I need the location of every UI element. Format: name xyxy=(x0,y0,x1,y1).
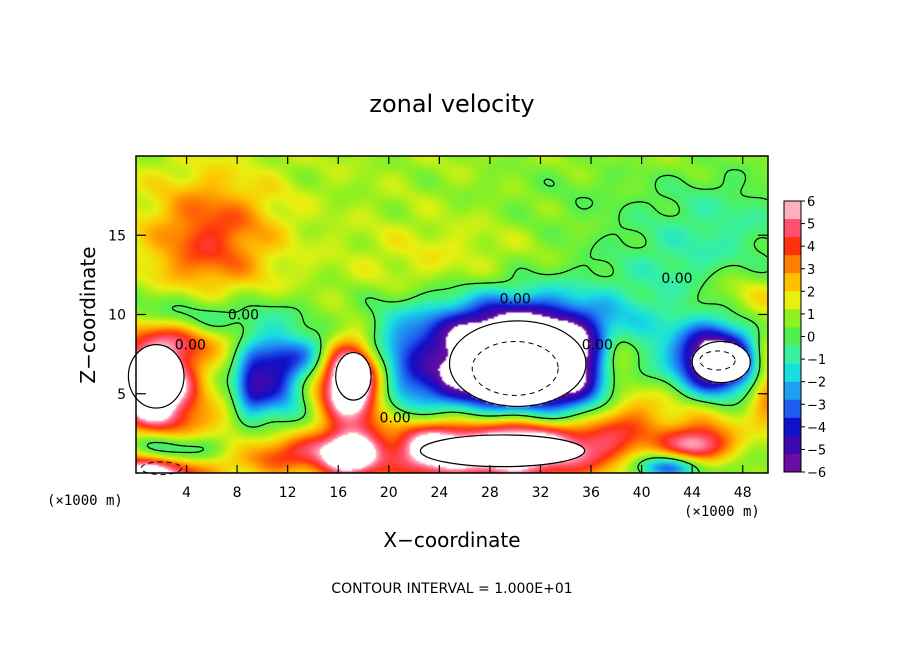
colorbar-tick-label: −6 xyxy=(807,466,826,481)
x-axis-label: X−coordinate xyxy=(383,528,520,552)
colorbar-swatch xyxy=(784,291,801,310)
x-unit-label-left: (×1000 m) xyxy=(47,493,123,509)
saturated-contour xyxy=(335,351,372,401)
x-tick-label: 36 xyxy=(582,485,600,501)
colorbar-swatch xyxy=(784,381,801,401)
saturated-contour xyxy=(448,320,587,408)
colorbar-swatch xyxy=(784,453,801,473)
zero-contour xyxy=(146,169,768,473)
contour-interval-note: CONTOUR INTERVAL = 1.000E+01 xyxy=(331,581,572,597)
x-tick-label: 32 xyxy=(532,485,550,501)
colorbar-tick-label: 5 xyxy=(807,218,815,233)
contour-label: 0.00 xyxy=(500,291,531,307)
y-tick-label: 15 xyxy=(108,228,126,244)
colorbar-tick-label: −2 xyxy=(807,376,826,391)
colorbar-swatch xyxy=(784,237,801,256)
y-axis-label: Z−coordinate xyxy=(76,246,100,383)
x-tick-label: 24 xyxy=(430,485,448,501)
colorbar-swatch xyxy=(784,435,801,455)
saturated-contour xyxy=(127,344,185,409)
colorbar-tick-label: 2 xyxy=(807,285,815,300)
colorbar-swatch xyxy=(784,363,801,383)
colorbar-tick-label: −5 xyxy=(807,443,826,458)
colorbar-swatch xyxy=(784,219,801,238)
contour-labels: 0.00 0.00 0.00 0.00 0.00 0.00 xyxy=(175,271,693,426)
colorbar-tick-label: 0 xyxy=(807,331,815,346)
colorbar-swatch xyxy=(784,273,801,292)
x-tick-label: 20 xyxy=(380,485,398,501)
y-axis-ticks: 5 10 15 xyxy=(108,228,768,403)
colorbar-swatch xyxy=(784,399,801,419)
x-axis-ticks: 4 8 12 16 20 24 28 32 36 40 44 48 xyxy=(182,156,752,501)
colorbar-tick-label: −3 xyxy=(807,398,826,413)
colorbar-tick-label: 3 xyxy=(807,263,815,278)
plot-area: 0.00 0.00 0.00 0.00 0.00 0.00 xyxy=(127,155,769,476)
colorbar-swatch xyxy=(784,309,801,328)
x-tick-label: 4 xyxy=(182,485,191,501)
contour-label: 0.00 xyxy=(228,307,259,323)
saturated-contour xyxy=(419,434,586,468)
dashed-contour xyxy=(471,340,559,396)
dashed-contour xyxy=(699,350,736,371)
colorbar-tick-label: 6 xyxy=(807,195,815,210)
x-tick-label: 12 xyxy=(279,485,297,501)
contour-label: 0.00 xyxy=(582,337,613,353)
colorbar-swatch xyxy=(784,201,801,220)
contour-label: 0.00 xyxy=(175,337,206,353)
dashed-contour xyxy=(140,461,183,476)
colorbar-tick-label: 1 xyxy=(807,308,815,323)
x-tick-label: 16 xyxy=(329,485,347,501)
x-tick-label: 44 xyxy=(683,485,701,501)
x-tick-label: 8 xyxy=(233,485,242,501)
chart-title: zonal velocity xyxy=(369,90,534,118)
colorbar-swatch xyxy=(784,327,801,347)
x-tick-label: 48 xyxy=(734,485,752,501)
colorbar-swatch xyxy=(784,255,801,274)
saturated-contour xyxy=(691,340,751,384)
contour-label: 0.00 xyxy=(380,410,411,426)
colorbar: 6 5 4 3 2 1 0 −1 −2 −3 −4 −5 −6 xyxy=(783,195,826,481)
velocity-heatmap xyxy=(136,156,768,473)
colorbar-tick-label: 4 xyxy=(807,240,815,255)
colorbar-tick-label: −1 xyxy=(807,353,826,368)
colorbar-swatch xyxy=(784,345,801,365)
x-tick-label: 40 xyxy=(633,485,651,501)
colorbar-swatch xyxy=(784,417,801,437)
y-tick-label: 10 xyxy=(108,308,126,324)
x-unit-label-right: (×1000 m) xyxy=(684,504,760,520)
y-tick-label: 5 xyxy=(117,387,126,403)
colorbar-tick-label: −4 xyxy=(807,421,826,436)
contour-lines xyxy=(127,169,768,476)
contour-label: 0.00 xyxy=(661,271,692,287)
x-tick-label: 28 xyxy=(481,485,499,501)
